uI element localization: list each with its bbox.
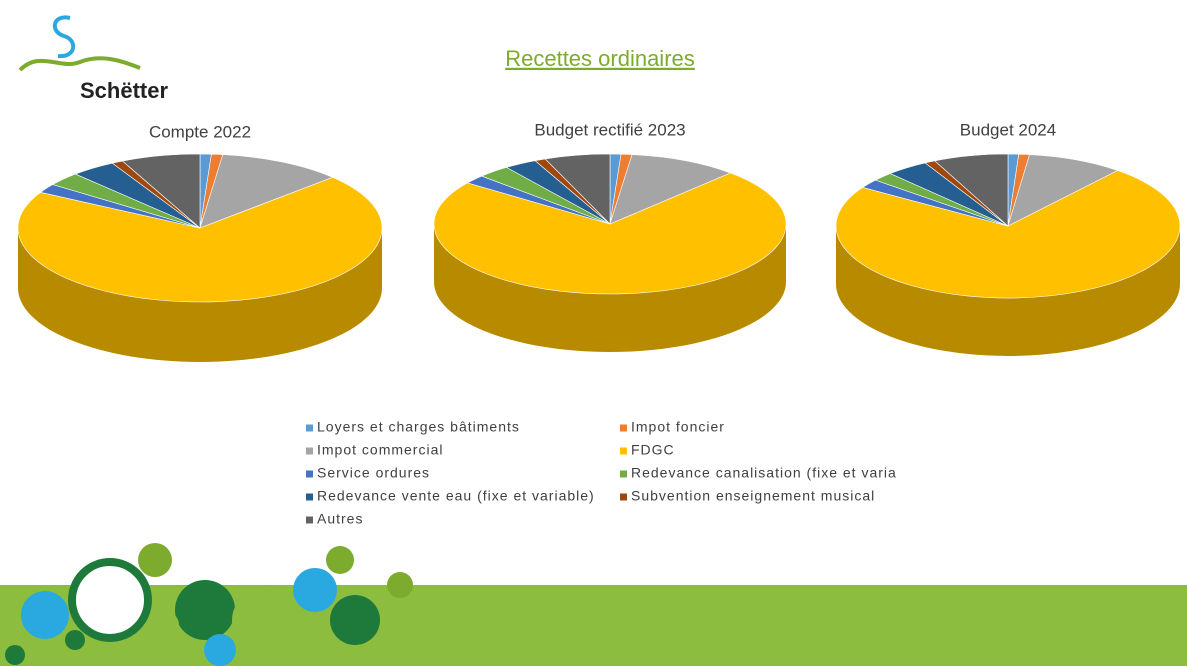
legend-label: Autres [317, 511, 363, 527]
legend-swatch [306, 424, 313, 432]
slice [433, 172, 787, 295]
slice [835, 170, 1181, 299]
legend-swatch [620, 424, 627, 432]
logo: Schëtter [18, 15, 168, 103]
slice-side [18, 228, 382, 362]
chart-title: Budget rectifié 2023 [534, 120, 685, 139]
chart-title: Budget 2024 [960, 120, 1056, 139]
legend-swatch [620, 447, 627, 455]
legend-swatch [306, 516, 313, 524]
legend-swatch [306, 470, 313, 478]
legend-swatch [620, 493, 627, 501]
slice-side [836, 226, 1180, 356]
pie-chart: Budget 2024 [835, 120, 1181, 356]
slice [609, 154, 732, 225]
slice [199, 154, 334, 229]
legend-label: FDGC [631, 442, 675, 458]
legend-swatch [306, 447, 313, 455]
slice-side [434, 224, 786, 352]
slice [121, 153, 201, 229]
slice [934, 153, 1009, 227]
logo-text: Schëtter [80, 78, 168, 103]
legend-swatch [306, 493, 313, 501]
legend-label: Loyers et charges bâtiments [317, 419, 520, 435]
legend-label: Impot commercial [317, 442, 443, 458]
slice [1007, 154, 1119, 227]
legend: Loyers et charges bâtiments Impot foncier… [306, 419, 897, 527]
slice [544, 153, 611, 225]
legend-label: Service ordures [317, 465, 430, 481]
slice [17, 177, 383, 303]
legend-label: Redevance canalisation (fixe et varia [631, 465, 897, 481]
pie-chart: Budget rectifié 2023 [433, 120, 787, 352]
legend-label: Impot foncier [631, 419, 725, 435]
pie-chart: Compte 2022 [17, 122, 383, 362]
legend-label: Subvention enseignement musical [631, 488, 875, 504]
slide-title: Recettes ordinaires [505, 46, 695, 71]
decor-icons [5, 543, 413, 666]
legend-label: Redevance vente eau (fixe et variable) [317, 488, 595, 504]
chart-title: Compte 2022 [149, 122, 251, 141]
legend-swatch [620, 470, 627, 478]
